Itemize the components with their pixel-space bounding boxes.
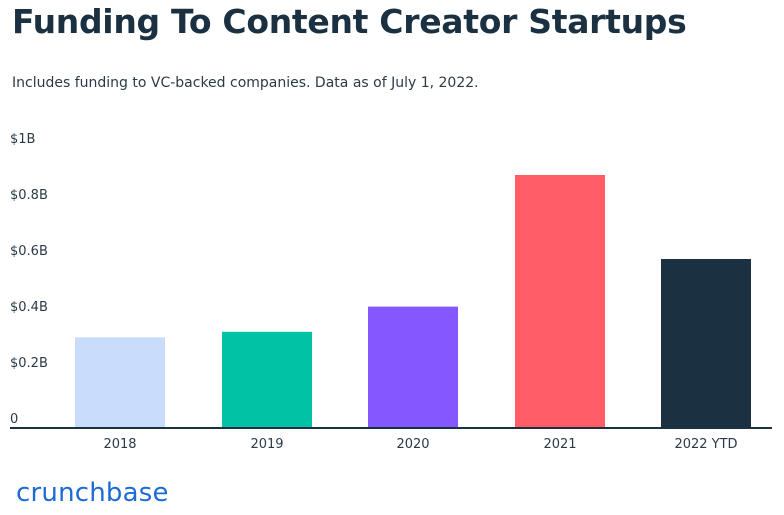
x-tick-label: 2022 YTD bbox=[674, 437, 737, 452]
x-tick-label: 2020 bbox=[396, 437, 429, 452]
bar-2021 bbox=[515, 175, 605, 427]
chart-title: Funding To Content Creator Startups bbox=[12, 2, 687, 41]
y-tick-label: $0.2B bbox=[10, 356, 48, 371]
bar-2022-ytd bbox=[661, 259, 751, 427]
crunchbase-logo: crunchbase bbox=[16, 478, 169, 508]
y-tick-label: $0.4B bbox=[10, 300, 48, 315]
y-tick-label: 0 bbox=[10, 412, 18, 427]
x-tick-label: 2019 bbox=[250, 437, 283, 452]
bar-2018 bbox=[75, 337, 165, 427]
bar-2020 bbox=[368, 306, 458, 427]
x-tick-label: 2021 bbox=[543, 437, 576, 452]
y-tick-label: $0.8B bbox=[10, 188, 48, 203]
bar-chart: 0 $0.2B $0.4B $0.6B $0.8B $1B 2018 2019 2020 2021… bbox=[10, 132, 772, 452]
bar-2019 bbox=[222, 331, 312, 427]
x-tick-label: 2018 bbox=[103, 437, 136, 452]
y-tick-label: $1B bbox=[10, 132, 35, 147]
y-tick-label: $0.6B bbox=[10, 244, 48, 259]
chart-subtitle: Includes funding to VC-backed companies.… bbox=[12, 75, 479, 91]
